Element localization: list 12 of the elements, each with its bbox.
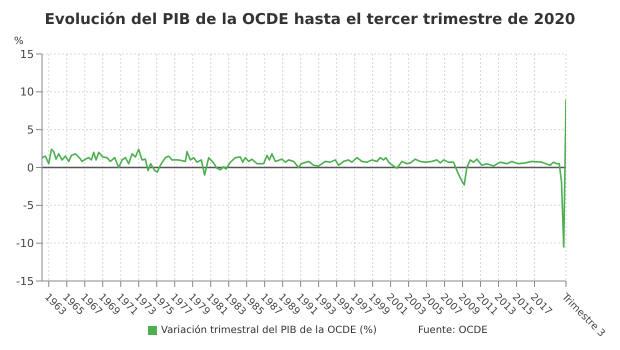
- source-note: Fuente: OCDE: [418, 325, 488, 336]
- chart-title: Evolución del PIB de la OCDE hasta el tercer trimestre de 2020: [44, 9, 576, 30]
- y-tick-label: -5: [23, 199, 34, 212]
- y-tick-label: 10: [20, 86, 34, 99]
- y-tick-label: -15: [16, 274, 34, 288]
- y-tick-label: -10: [16, 237, 34, 250]
- y-tick-label: 5: [27, 124, 34, 137]
- y-tick-label: 15: [20, 48, 34, 61]
- line-series: [42, 98, 566, 248]
- legend-label: Variación trimestral del PIB de la OCDE (%): [161, 325, 377, 336]
- y-tick-label: 0: [27, 161, 34, 174]
- y-axis-title: %: [14, 36, 24, 47]
